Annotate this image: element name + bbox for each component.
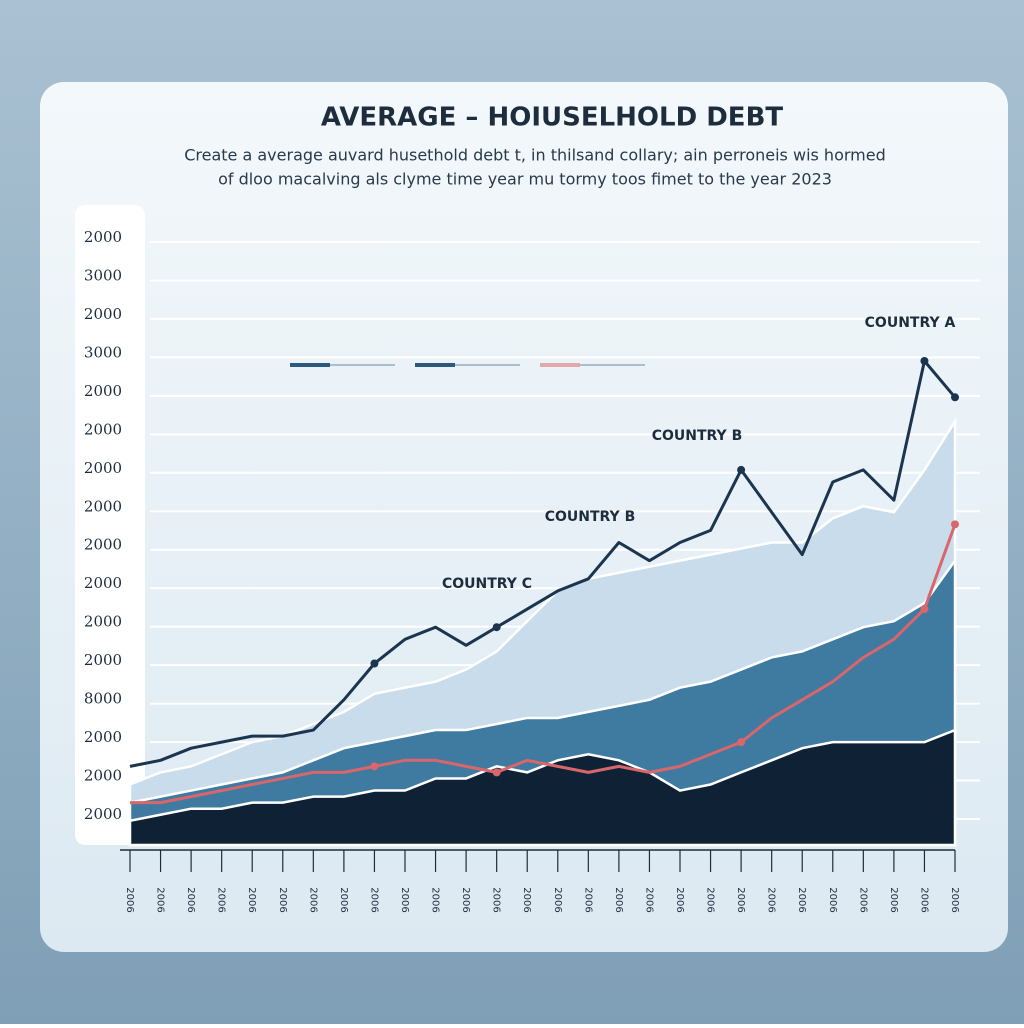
annotation: COUNTRY B bbox=[545, 509, 636, 525]
annotation: COUNTRY B bbox=[652, 428, 743, 444]
y-tick-label: 2000 bbox=[84, 382, 122, 400]
x-tick-label: 2006 bbox=[368, 887, 379, 912]
x-tick-label: 2006 bbox=[888, 887, 899, 912]
annotation: COUNTRY A bbox=[865, 315, 956, 331]
y-tick-label: 3000 bbox=[84, 343, 122, 361]
x-tick-label: 2006 bbox=[491, 887, 502, 912]
x-tick-label: 2006 bbox=[460, 887, 471, 912]
point bbox=[920, 605, 929, 614]
x-tick-label: 2006 bbox=[307, 887, 318, 912]
y-tick-label: 3000 bbox=[84, 266, 122, 284]
x-tick-label: 2006 bbox=[705, 887, 716, 912]
y-tick-label: 2000 bbox=[84, 497, 122, 515]
x-tick-label: 2006 bbox=[674, 887, 685, 912]
x-tick-label: 2006 bbox=[643, 887, 654, 912]
point bbox=[492, 768, 501, 777]
y-tick-label: 2000 bbox=[84, 805, 122, 823]
chart-title: AVERAGE – HOIUSELHOLD DEBT bbox=[321, 103, 784, 133]
x-tick-label: 2006 bbox=[399, 887, 410, 912]
x-tick-label: 2006 bbox=[613, 887, 624, 912]
axis-panel bbox=[75, 205, 145, 845]
x-tick-label: 2006 bbox=[552, 887, 563, 912]
x-tick-label: 2006 bbox=[338, 887, 349, 912]
x-tick-label: 2006 bbox=[124, 887, 135, 912]
x-tick-label: 2006 bbox=[185, 887, 196, 912]
y-tick-label: 2000 bbox=[84, 459, 122, 477]
x-tick-label: 2006 bbox=[216, 887, 227, 912]
x-tick-label: 2006 bbox=[582, 887, 593, 912]
x-tick-label: 2006 bbox=[430, 887, 441, 912]
x-tick-label: 2006 bbox=[735, 887, 746, 912]
y-tick-label: 2000 bbox=[84, 228, 122, 246]
y-tick-label: 2000 bbox=[84, 728, 122, 746]
x-tick-label: 2006 bbox=[766, 887, 777, 912]
subtitle: Create a average auvard husethold debt t… bbox=[184, 146, 886, 165]
annotation: COUNTRY C bbox=[442, 576, 532, 592]
point bbox=[737, 465, 746, 474]
point bbox=[951, 393, 959, 402]
point bbox=[737, 738, 746, 747]
x-tick-label: 2006 bbox=[277, 887, 288, 912]
y-tick-label: 2000 bbox=[84, 420, 122, 438]
x-tick-label: 2006 bbox=[155, 887, 166, 912]
y-tick-label: 2000 bbox=[84, 767, 122, 785]
point bbox=[951, 520, 959, 529]
y-tick-label: 2000 bbox=[84, 613, 122, 631]
x-tick-label: 2006 bbox=[918, 887, 929, 912]
y-tick-label: 2000 bbox=[84, 536, 122, 554]
x-tick-label: 2006 bbox=[949, 887, 960, 912]
x-tick-label: 2006 bbox=[246, 887, 257, 912]
subtitle: of dloo macalving als clyme time year mu… bbox=[218, 170, 832, 189]
point bbox=[492, 623, 501, 632]
line bbox=[130, 523, 957, 805]
line bbox=[129, 359, 957, 768]
area bbox=[128, 728, 957, 847]
point bbox=[920, 357, 929, 365]
y-tick-label: 2000 bbox=[84, 574, 122, 592]
y-tick-label: 8000 bbox=[84, 690, 122, 708]
x-tick-label: 2006 bbox=[827, 887, 838, 912]
point bbox=[370, 762, 379, 771]
x-tick-label: 2006 bbox=[521, 887, 532, 912]
y-tick-label: 2000 bbox=[84, 305, 122, 323]
x-tick-label: 2006 bbox=[796, 887, 807, 912]
point bbox=[370, 659, 379, 668]
x-tick-label: 2006 bbox=[857, 887, 868, 912]
plot: 2000 3000 2000 3000 2000 2000 2000 2000 2000 2000… bbox=[84, 228, 980, 913]
y-tick-label: 2000 bbox=[84, 651, 122, 669]
